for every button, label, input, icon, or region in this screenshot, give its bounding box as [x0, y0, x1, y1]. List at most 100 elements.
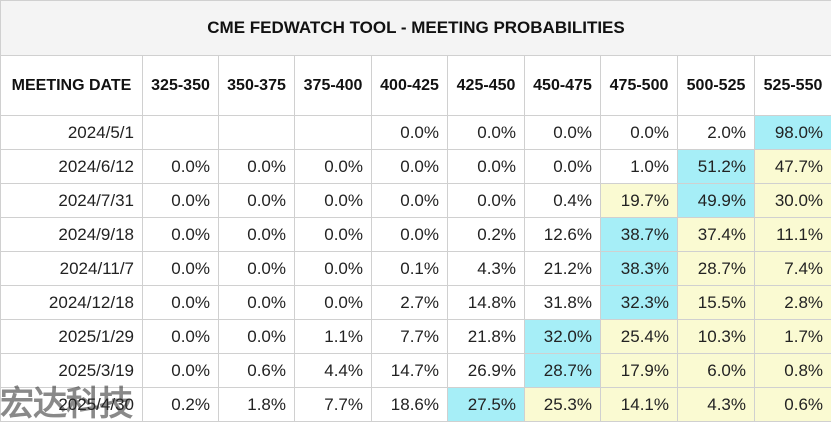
probability-cell: 0.8% [755, 354, 831, 388]
probability-cell: 0.0% [295, 218, 372, 252]
probability-cell [219, 116, 295, 150]
probability-cell: 0.0% [219, 320, 295, 354]
probability-cell: 4.4% [295, 354, 372, 388]
probability-cell: 27.5% [448, 388, 525, 422]
column-header-rate-range: 425-450 [448, 56, 525, 116]
probability-cell: 47.7% [755, 150, 831, 184]
meeting-date-cell: 2025/3/19 [1, 354, 143, 388]
probability-cell: 0.2% [448, 218, 525, 252]
probability-cell: 0.6% [219, 354, 295, 388]
probability-cell: 21.8% [448, 320, 525, 354]
meeting-date-cell: 2024/12/18 [1, 286, 143, 320]
probability-cell: 98.0% [755, 116, 831, 150]
meeting-date-cell: 2025/1/29 [1, 320, 143, 354]
probability-cell [295, 116, 372, 150]
probability-cell: 0.0% [143, 286, 219, 320]
column-header-rate-range: 325-350 [143, 56, 219, 116]
probability-cell: 37.4% [678, 218, 755, 252]
meeting-date-cell: 2024/9/18 [1, 218, 143, 252]
probability-cell: 1.1% [295, 320, 372, 354]
probability-cell: 0.0% [143, 184, 219, 218]
column-header-rate-range: 400-425 [372, 56, 448, 116]
probability-cell: 0.0% [219, 150, 295, 184]
probability-cell: 0.1% [372, 252, 448, 286]
probability-cell: 10.3% [678, 320, 755, 354]
meeting-date-cell: 2024/7/31 [1, 184, 143, 218]
probability-cell: 0.0% [525, 150, 601, 184]
column-header-rate-range: 375-400 [295, 56, 372, 116]
column-header-rate-range: 350-375 [219, 56, 295, 116]
probability-cell: 25.3% [525, 388, 601, 422]
column-header-rate-range: 450-475 [525, 56, 601, 116]
probability-cell: 0.0% [372, 150, 448, 184]
column-header-rate-range: 525-550 [755, 56, 831, 116]
probability-cell: 14.7% [372, 354, 448, 388]
probability-cell: 38.7% [601, 218, 678, 252]
probability-cell: 0.0% [143, 150, 219, 184]
probability-cell: 0.0% [143, 320, 219, 354]
column-header-meeting-date: MEETING DATE [1, 56, 143, 116]
probability-cell: 0.0% [143, 252, 219, 286]
probability-cell: 0.0% [143, 218, 219, 252]
probability-cell [143, 116, 219, 150]
probability-cell: 0.0% [372, 116, 448, 150]
probability-cell: 28.7% [678, 252, 755, 286]
probability-cell: 1.7% [755, 320, 831, 354]
probability-cell: 12.6% [525, 218, 601, 252]
meeting-date-cell: 2024/5/1 [1, 116, 143, 150]
probability-cell: 0.0% [295, 252, 372, 286]
probability-cell: 7.7% [372, 320, 448, 354]
probability-cell: 2.0% [678, 116, 755, 150]
probability-cell: 1.0% [601, 150, 678, 184]
probability-cell: 32.3% [601, 286, 678, 320]
probability-cell: 6.0% [678, 354, 755, 388]
probability-cell: 2.7% [372, 286, 448, 320]
probability-cell: 0.2% [143, 388, 219, 422]
probability-cell: 0.0% [219, 252, 295, 286]
probability-cell: 0.0% [295, 286, 372, 320]
probability-cell: 7.4% [755, 252, 831, 286]
probability-cell: 0.0% [448, 150, 525, 184]
probability-cell: 11.1% [755, 218, 831, 252]
probability-cell: 0.4% [525, 184, 601, 218]
probability-cell: 0.6% [755, 388, 831, 422]
probability-cell: 14.8% [448, 286, 525, 320]
meeting-date-cell: 2025/4/30 [1, 388, 143, 422]
probability-cell: 4.3% [678, 388, 755, 422]
probability-cell: 0.0% [219, 286, 295, 320]
probability-cell: 25.4% [601, 320, 678, 354]
probability-cell: 51.2% [678, 150, 755, 184]
probability-cell: 7.7% [295, 388, 372, 422]
probability-cell: 0.0% [295, 150, 372, 184]
probability-cell: 28.7% [525, 354, 601, 388]
probability-cell: 4.3% [448, 252, 525, 286]
meeting-date-cell: 2024/11/7 [1, 252, 143, 286]
meeting-date-cell: 2024/6/12 [1, 150, 143, 184]
probability-cell: 0.0% [143, 354, 219, 388]
table-title: CME FEDWATCH TOOL - MEETING PROBABILITIE… [1, 1, 831, 56]
probability-cell: 0.0% [601, 116, 678, 150]
probability-cell: 49.9% [678, 184, 755, 218]
column-header-rate-range: 500-525 [678, 56, 755, 116]
probability-cell: 17.9% [601, 354, 678, 388]
probability-cell: 14.1% [601, 388, 678, 422]
probability-cell: 26.9% [448, 354, 525, 388]
probability-cell: 30.0% [755, 184, 831, 218]
probability-cell: 32.0% [525, 320, 601, 354]
probability-cell: 2.8% [755, 286, 831, 320]
probability-cell: 0.0% [372, 218, 448, 252]
column-header-rate-range: 475-500 [601, 56, 678, 116]
probability-cell: 0.0% [448, 184, 525, 218]
title-row: CME FEDWATCH TOOL - MEETING PROBABILITIE… [1, 1, 831, 56]
